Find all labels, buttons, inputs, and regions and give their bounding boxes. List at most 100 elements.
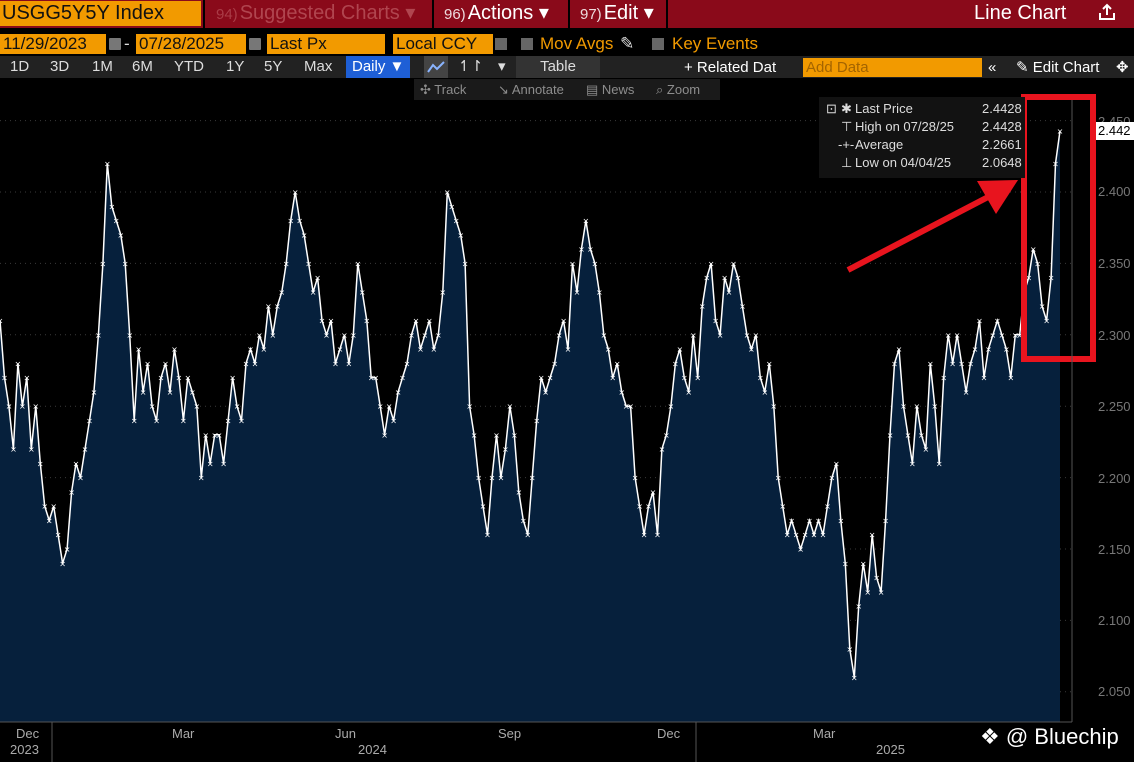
- ticker-field[interactable]: USGG5Y5Y Index: [0, 1, 201, 26]
- data-point: ×: [256, 331, 263, 340]
- menu-label: Suggested Charts: [239, 2, 400, 24]
- table-button[interactable]: Table: [516, 56, 600, 78]
- edit-chart-button[interactable]: ✎ Edit Chart: [1016, 58, 1099, 77]
- data-point: ×: [417, 345, 424, 354]
- bar-chart-icon[interactable]: ↿↾: [458, 58, 484, 75]
- annotate-label: Annotate: [511, 82, 564, 97]
- data-point: ×: [328, 317, 335, 326]
- currency-dropdown-icon[interactable]: [495, 38, 507, 50]
- data-point: ×: [685, 388, 692, 397]
- collapse-icon[interactable]: «: [988, 59, 997, 76]
- data-point: ×: [162, 359, 169, 368]
- data-point: ×: [435, 331, 442, 340]
- collapse-legend-icon[interactable]: ⊡: [826, 101, 837, 116]
- data-point: ×: [126, 331, 133, 340]
- field-select[interactable]: Last Px: [267, 34, 385, 54]
- data-point: ×: [292, 188, 299, 197]
- data-point: ×: [940, 374, 947, 383]
- settings-icon[interactable]: ✥: [1116, 59, 1129, 76]
- actions-menu[interactable]: 96) Actions ▾: [444, 1, 549, 26]
- legend-low-label: Low on 04/04/25: [855, 155, 952, 170]
- add-data-field[interactable]: Add Data: [803, 58, 982, 77]
- data-point: ×: [627, 402, 634, 411]
- data-point: ×: [949, 359, 956, 368]
- annotate-tool[interactable]: ↘ Annotate: [498, 79, 564, 100]
- data-point: ×: [390, 416, 397, 425]
- legend-avg-label: Average: [855, 137, 904, 152]
- data-point: ×: [708, 259, 715, 268]
- period-1d[interactable]: 1D: [10, 58, 30, 75]
- data-point: ×: [131, 416, 138, 425]
- period-ytd[interactable]: YTD: [174, 58, 204, 75]
- data-point: ×: [556, 331, 563, 340]
- data-point: ×: [140, 388, 147, 397]
- edit-chart-label: Edit Chart: [1032, 59, 1100, 76]
- data-point: ×: [954, 331, 961, 340]
- period-max[interactable]: Max: [304, 58, 333, 75]
- data-point: ×: [855, 602, 862, 611]
- data-point: ×: [319, 317, 326, 326]
- data-point: ×: [985, 345, 992, 354]
- calendar-icon[interactable]: [109, 38, 121, 50]
- data-point: ×: [462, 259, 469, 268]
- zoom-tool[interactable]: ⌕ Zoom: [656, 79, 700, 100]
- x-axis: [51, 722, 697, 762]
- menu-label: Edit: [603, 2, 639, 24]
- watermark: ❖ @ Bluechip: [980, 724, 1119, 750]
- track-tool[interactable]: ✣ Track: [420, 79, 466, 100]
- x-tick-label: Mar: [172, 726, 195, 741]
- period-6m[interactable]: 6M: [132, 58, 153, 75]
- data-point: ×: [668, 402, 675, 411]
- zoom-label: Zoom: [666, 82, 701, 97]
- data-point: ×: [413, 317, 420, 326]
- data-point: ×: [761, 388, 768, 397]
- calendar-icon[interactable]: [249, 38, 261, 50]
- news-tool[interactable]: ▤ News: [586, 79, 634, 100]
- pencil-icon[interactable]: ✎: [620, 34, 635, 53]
- frequency-select[interactable]: Daily ▼: [346, 56, 411, 78]
- related-data-button[interactable]: + Related Dat: [684, 59, 777, 76]
- annotation: [846, 94, 1096, 362]
- key-events-checkbox[interactable]: [652, 38, 664, 50]
- data-point: ×: [189, 388, 196, 397]
- mov-avgs-checkbox[interactable]: [521, 38, 533, 50]
- period-5y[interactable]: 5Y: [264, 58, 283, 75]
- y-tick-label: 2.150: [1098, 542, 1131, 557]
- data-point: ×: [95, 331, 102, 340]
- currency-select[interactable]: Local CCY: [393, 34, 493, 54]
- data-point: ×: [873, 574, 880, 583]
- line-chart-icon[interactable]: [424, 56, 448, 78]
- data-point: ×: [310, 288, 317, 297]
- data-point: ×: [802, 531, 809, 540]
- period-1m[interactable]: 1M: [92, 58, 113, 75]
- data-point: ×: [551, 359, 558, 368]
- data-point: ×: [108, 202, 115, 211]
- data-point: ×: [739, 302, 746, 311]
- data-point: ×: [444, 188, 451, 197]
- data-point: ×: [180, 416, 187, 425]
- legend-marker-low: ⊥: [841, 155, 853, 170]
- end-date-field[interactable]: 07/28/2025: [136, 34, 246, 54]
- suggested-charts-menu[interactable]: 94) Suggested Charts ▾: [216, 1, 415, 26]
- data-point: ×: [1048, 274, 1055, 283]
- data-point: ×: [1016, 331, 1023, 340]
- data-point: ×: [480, 502, 487, 511]
- chevron-down-icon[interactable]: ▾: [498, 58, 506, 75]
- data-point: ×: [453, 217, 460, 226]
- data-point: ×: [216, 431, 223, 440]
- magnifier-icon: ⌕: [656, 82, 664, 97]
- start-date-field[interactable]: 11/29/2023: [0, 34, 106, 54]
- data-point: ×: [243, 359, 250, 368]
- export-icon[interactable]: [1096, 1, 1118, 26]
- data-point: ×: [1034, 259, 1041, 268]
- period-3d[interactable]: 3D: [50, 58, 70, 75]
- y-tick-label: 2.050: [1098, 684, 1131, 699]
- data-point: ×: [350, 331, 357, 340]
- data-point: ×: [547, 374, 554, 383]
- separator: [666, 0, 668, 28]
- period-1y[interactable]: 1Y: [226, 58, 245, 75]
- data-point: ×: [153, 416, 160, 425]
- edit-menu[interactable]: 97) Edit ▾: [580, 1, 654, 26]
- news-icon: ▤: [586, 82, 599, 97]
- data-point: ×: [135, 345, 142, 354]
